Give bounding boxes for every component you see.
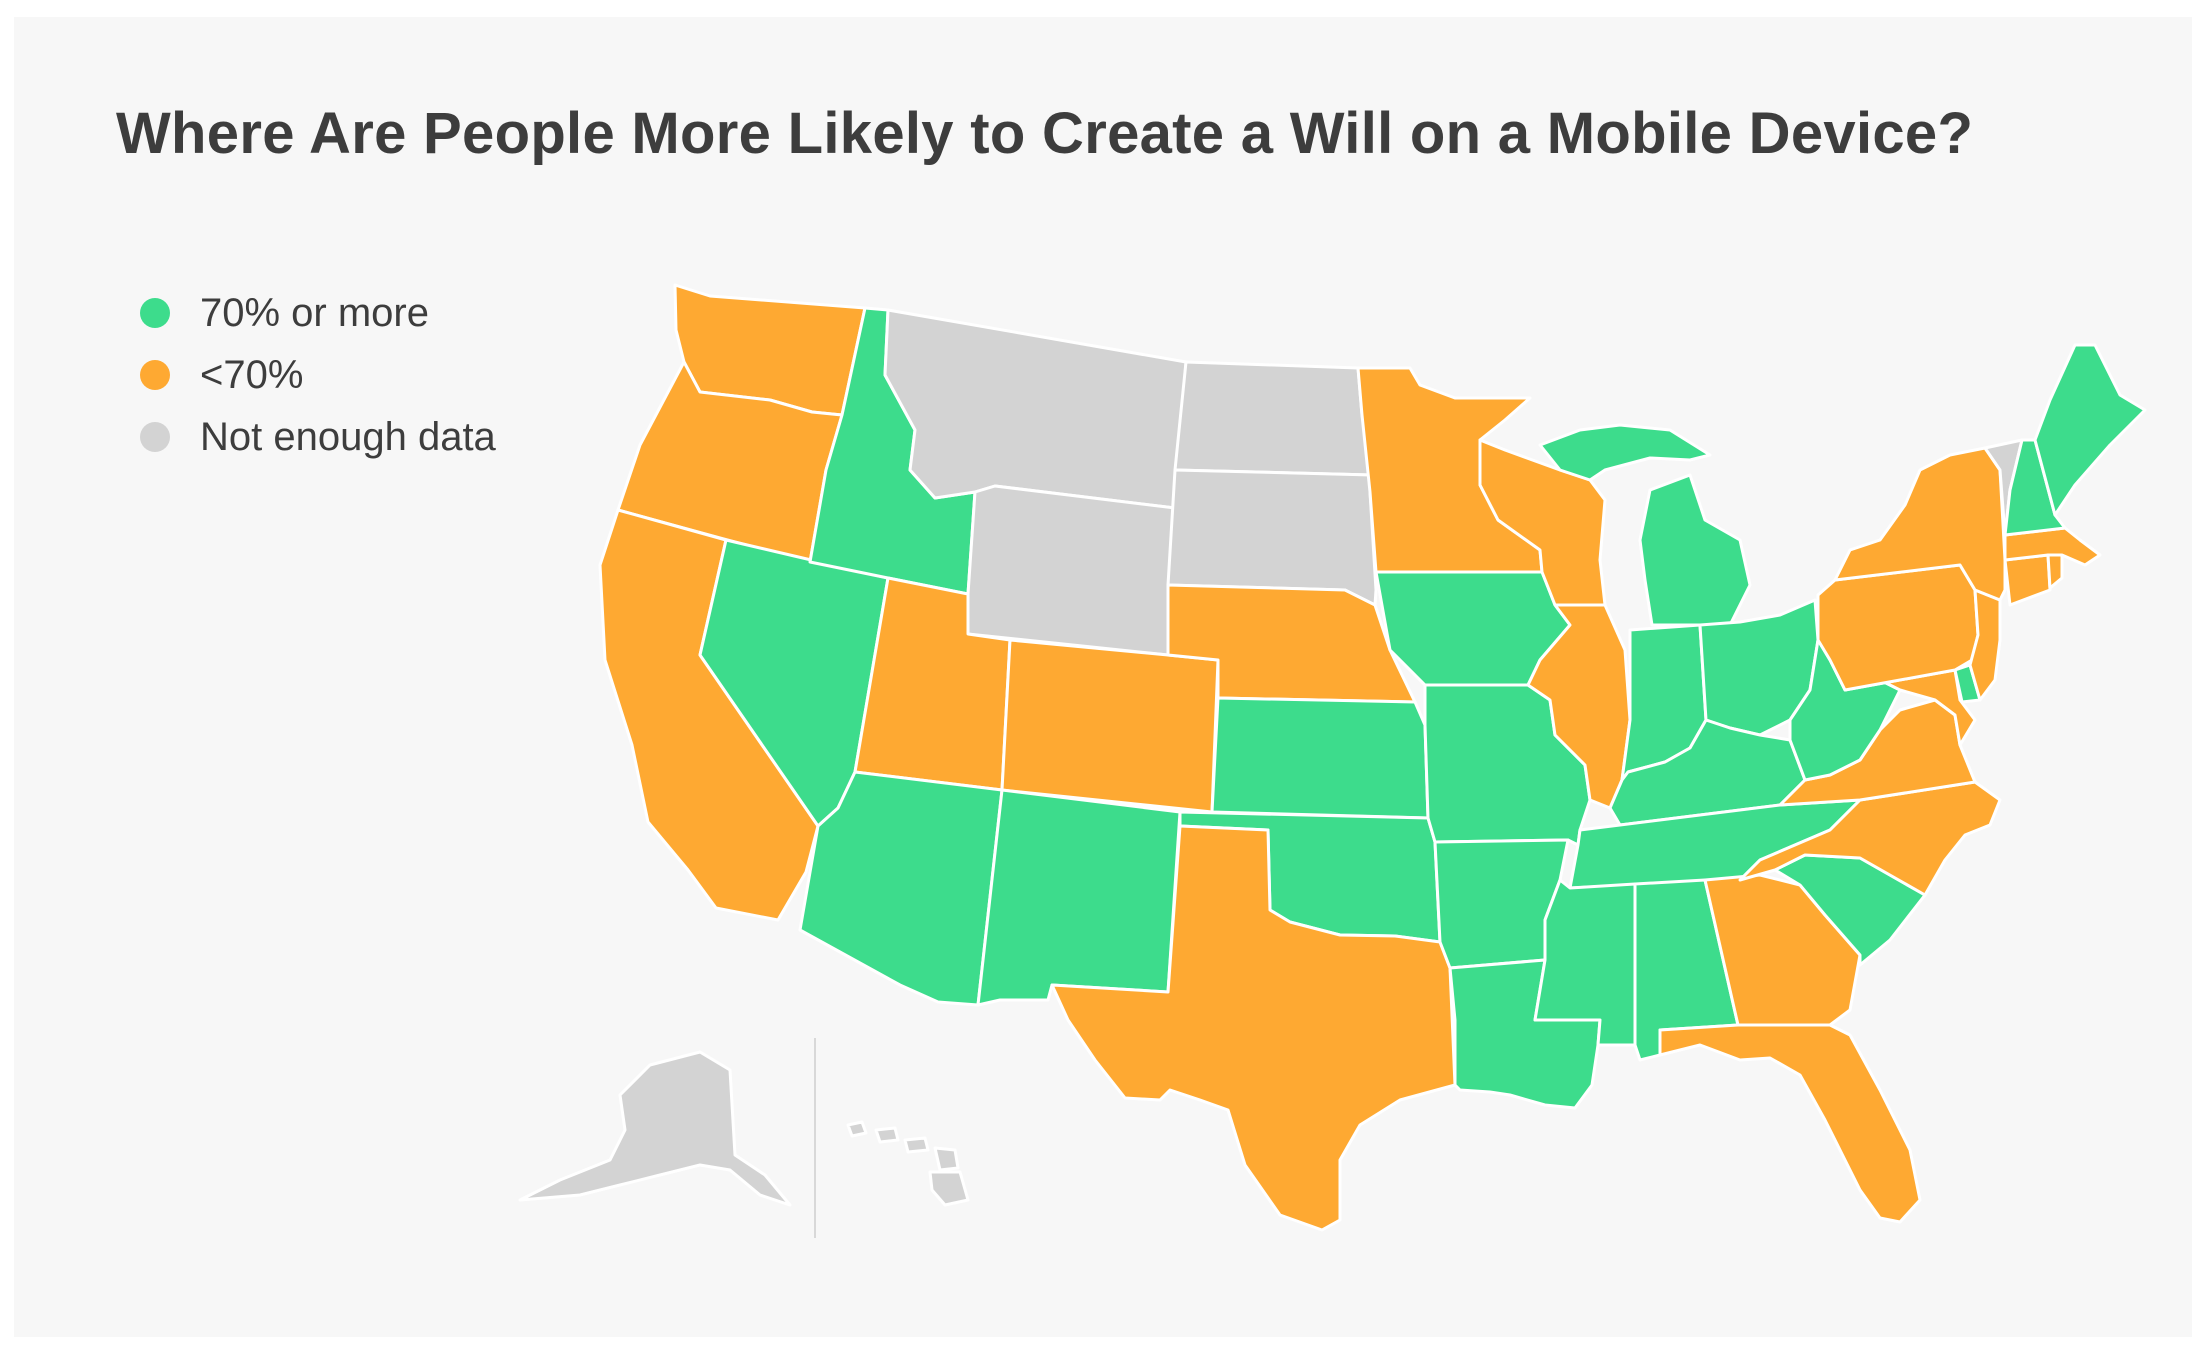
state-AK: [518, 1050, 792, 1207]
legend-dot-low: [140, 360, 170, 390]
state-CT: [2003, 553, 2052, 607]
state-PA: [1816, 563, 1980, 692]
state-HI: [846, 1120, 970, 1207]
state-MS: [1533, 878, 1637, 1047]
state-ND: [1173, 360, 1374, 477]
state-MI: [1538, 423, 1752, 627]
legend-item-high: 70% or more: [140, 282, 496, 344]
legend-item-none: Not enough data: [140, 406, 496, 468]
legend: 70% or more <70% Not enough data: [140, 282, 496, 468]
state-KS: [1210, 696, 1430, 820]
legend-label-none: Not enough data: [200, 414, 496, 459]
legend-dot-high: [140, 298, 170, 328]
chart-title: Where Are People More Likely to Create a…: [116, 101, 1974, 166]
legend-label-low: <70%: [200, 352, 304, 397]
state-ME: [2033, 343, 2147, 517]
state-FL: [1658, 1023, 1922, 1224]
state-WY: [966, 484, 1177, 657]
state-RI: [2046, 553, 2064, 590]
state-NC: [1738, 780, 2002, 897]
state-MA: [2003, 526, 2102, 567]
state-NM: [976, 788, 1182, 1007]
state-IL: [1526, 603, 1632, 810]
legend-dot-none: [140, 422, 170, 452]
state-CO: [1000, 638, 1220, 814]
legend-label-high: 70% or more: [200, 290, 429, 335]
state-MT: [883, 308, 1188, 510]
legend-item-low: <70%: [140, 344, 496, 406]
state-NJ: [1968, 588, 2002, 702]
state-TX: [1050, 824, 1457, 1232]
